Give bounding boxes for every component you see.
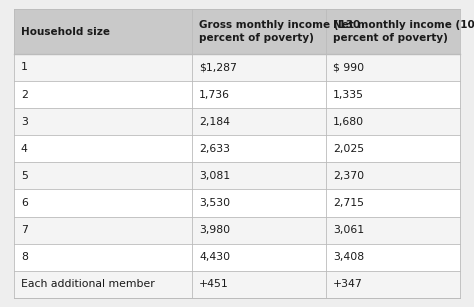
Bar [14,162,192,189]
Bar [326,216,460,243]
Bar [14,81,192,108]
Text: $1,287: $1,287 [199,63,237,72]
Bar [192,162,326,189]
Bar [14,9,192,54]
Bar [192,216,326,243]
Bar [192,243,326,271]
Bar [326,189,460,216]
Bar [14,271,192,298]
Text: 3,980: 3,980 [199,225,230,235]
Text: 2,184: 2,184 [199,117,230,127]
Bar [326,135,460,162]
Text: Each additional member: Each additional member [21,279,155,289]
Bar [192,271,326,298]
Bar [192,135,326,162]
Text: 8: 8 [21,252,28,262]
Bar [326,162,460,189]
Text: 4: 4 [21,144,28,154]
Text: 1: 1 [21,63,28,72]
Text: Gross monthly income (130
percent of poverty): Gross monthly income (130 percent of pov… [199,20,360,43]
Bar [14,216,192,243]
Bar [326,9,460,54]
Text: 2,715: 2,715 [333,198,364,208]
Text: 4,430: 4,430 [199,252,230,262]
Bar [14,108,192,135]
Text: 2: 2 [21,90,28,99]
Bar [14,189,192,216]
Bar [14,135,192,162]
Bar [326,81,460,108]
Text: +451: +451 [199,279,229,289]
Bar [192,54,326,81]
Text: 2,025: 2,025 [333,144,364,154]
Text: Household size: Household size [21,27,110,37]
Bar [14,243,192,271]
Text: 7: 7 [21,225,28,235]
Text: 3,081: 3,081 [199,171,230,181]
Text: 6: 6 [21,198,28,208]
Text: 2,633: 2,633 [199,144,230,154]
Text: 1,335: 1,335 [333,90,364,99]
Text: 1,736: 1,736 [199,90,230,99]
Text: 3,530: 3,530 [199,198,230,208]
Text: Net monthly income (100
percent of poverty): Net monthly income (100 percent of pover… [333,20,474,43]
Bar [326,243,460,271]
Text: 3,408: 3,408 [333,252,364,262]
Text: $ 990: $ 990 [333,63,364,72]
Text: 2,370: 2,370 [333,171,364,181]
Bar [14,54,192,81]
Bar [192,81,326,108]
Text: 5: 5 [21,171,28,181]
Text: 1,680: 1,680 [333,117,364,127]
Text: 3: 3 [21,117,28,127]
Bar [326,271,460,298]
Text: +347: +347 [333,279,363,289]
Text: 3,061: 3,061 [333,225,364,235]
Bar [192,9,326,54]
Bar [192,189,326,216]
Bar [192,108,326,135]
Bar [326,108,460,135]
Bar [326,54,460,81]
